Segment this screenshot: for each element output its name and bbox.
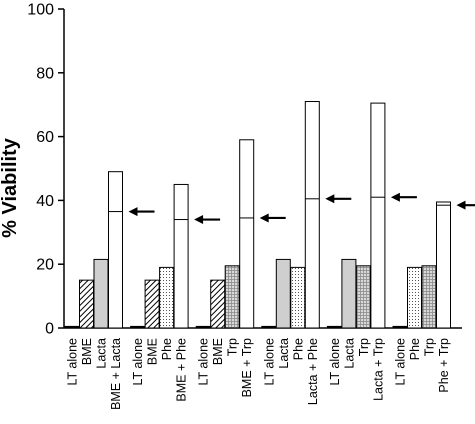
x-tick-label: Trp xyxy=(357,338,371,356)
bar xyxy=(275,258,291,329)
bar xyxy=(290,266,306,329)
arrow-head xyxy=(194,215,204,225)
bar xyxy=(108,171,123,329)
x-tick-label: Lacta xyxy=(95,338,109,369)
y-tick-label: 40 xyxy=(36,193,54,210)
y-tick-label: 0 xyxy=(45,321,54,338)
bar xyxy=(210,279,226,329)
x-tick-label: BME + Trp xyxy=(240,338,254,397)
bar xyxy=(195,325,211,329)
x-tick-label: Lacta xyxy=(277,338,291,369)
y-tick-label: 60 xyxy=(36,129,54,146)
bar xyxy=(144,279,160,329)
bar xyxy=(224,265,240,329)
x-tick-label: Phe xyxy=(160,338,174,360)
arrow-head xyxy=(128,207,138,217)
bar xyxy=(159,266,175,329)
bar xyxy=(436,201,451,329)
x-tick-label: BME xyxy=(146,338,160,365)
bar xyxy=(130,325,146,329)
bar xyxy=(239,139,255,329)
x-tick-label: BME xyxy=(211,338,225,365)
x-tick-label: LT alone xyxy=(328,338,342,386)
bar xyxy=(407,266,422,329)
x-tick-label: LT alone xyxy=(197,338,211,386)
y-tick-label: 20 xyxy=(36,257,54,274)
x-tick-label: LT alone xyxy=(66,338,80,386)
bar xyxy=(64,325,80,329)
y-tick-label: 80 xyxy=(36,65,54,82)
x-tick-label: LT alone xyxy=(394,338,408,386)
x-tick-label: BME + Phe xyxy=(175,338,189,402)
x-tick-label: Phe xyxy=(408,338,422,360)
x-tick-label: LT alone xyxy=(131,338,145,386)
bar xyxy=(370,102,386,329)
bars xyxy=(64,101,475,329)
arrow-head xyxy=(390,192,400,202)
arrow-head xyxy=(456,200,466,210)
bar xyxy=(341,258,357,329)
x-tick-label: Lacta + Phe xyxy=(306,338,320,405)
x-tick-label: Lacta xyxy=(342,338,356,369)
x-tick-label: BME xyxy=(80,338,94,365)
x-tick-label: Trp xyxy=(423,338,437,356)
y-axis-label: % Viability xyxy=(0,137,21,238)
x-tick-label: Lacta + Trp xyxy=(371,338,385,401)
bar xyxy=(261,325,277,329)
y-tick-label: 100 xyxy=(27,2,54,19)
bar xyxy=(93,258,109,329)
x-tick-label: Trp xyxy=(226,338,240,356)
x-tick-label: LT alone xyxy=(262,338,276,386)
bar xyxy=(326,325,342,329)
x-tick-label: BME + Lacta xyxy=(109,338,123,410)
x-tick-label: Phe xyxy=(291,338,305,360)
arrow-head xyxy=(325,194,335,204)
bar xyxy=(79,279,94,329)
bar xyxy=(173,183,189,329)
x-tick-label: Phe + Trp xyxy=(437,338,451,393)
bar xyxy=(355,265,371,329)
bar xyxy=(421,265,437,329)
bar xyxy=(304,101,320,329)
x-tick-labels: LT alone BME Lacta BME + Lacta LT alone BME Ph… xyxy=(66,338,452,410)
arrow-head xyxy=(259,213,269,223)
bar xyxy=(392,325,408,329)
